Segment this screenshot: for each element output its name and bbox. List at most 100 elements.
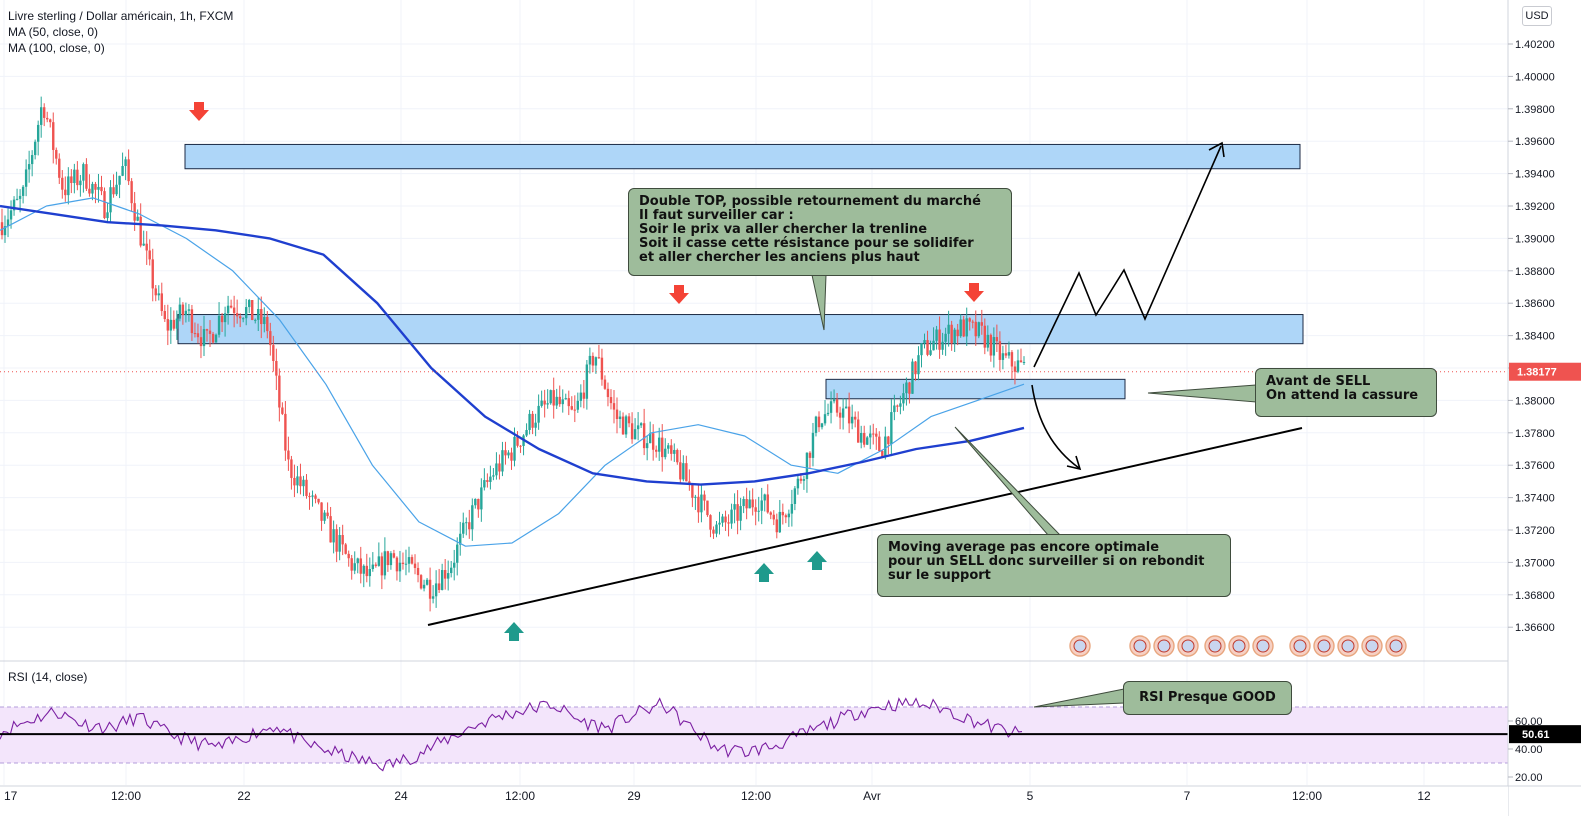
candle-down [754, 507, 757, 512]
price-tick-label: 1.39000 [1515, 233, 1555, 245]
candle-up [459, 533, 462, 545]
candle-down [552, 390, 555, 406]
note-double-top[interactable]: Double TOP, possible retournement du mar… [628, 188, 1012, 276]
price-tick-label: 1.40000 [1515, 71, 1555, 83]
candle-down [627, 416, 631, 424]
candle-up [338, 535, 341, 552]
flag-icon [1317, 639, 1331, 653]
candle-down [58, 158, 61, 178]
candle-down [606, 388, 610, 398]
note-sell[interactable]: Avant de SELL On attend la cassure [1255, 368, 1437, 417]
candle-down [531, 413, 534, 428]
candle-down [172, 319, 176, 329]
candle-up [694, 496, 697, 498]
candle-up [30, 155, 34, 165]
candle-up [311, 495, 314, 497]
candle-up [585, 364, 589, 399]
candle-up [6, 219, 10, 227]
candle-up [356, 558, 359, 564]
candle-up [254, 319, 257, 321]
time-tick-label: 5 [1027, 789, 1034, 803]
candle-up [3, 226, 7, 236]
candle-up [362, 565, 365, 574]
candle-up [667, 445, 670, 449]
rsi-tick-label: 20.00 [1515, 772, 1543, 784]
candle-down [600, 357, 604, 380]
ma100-legend[interactable]: MA (100, close, 0) [8, 41, 105, 55]
candle-up [471, 505, 474, 530]
candle-up [793, 488, 797, 504]
candle-up [953, 329, 956, 344]
candle-up [525, 429, 528, 436]
projection-arrows[interactable] [1031, 141, 1225, 471]
time-tick-label: 12:00 [1292, 789, 1322, 803]
trendline-group[interactable] [427, 427, 1303, 626]
candle-down [709, 515, 712, 530]
rsi-tick-label: 60.00 [1515, 716, 1543, 728]
candle-down [290, 459, 293, 478]
candle-up [492, 475, 495, 477]
candle-up [682, 463, 685, 480]
candle-up [860, 432, 863, 443]
price-axis[interactable]: 1.40200 1.40000 1.39800 1.39600 1.39400 1.392… [1507, 0, 1581, 816]
flag-icon [1208, 639, 1222, 653]
candle-down [88, 188, 91, 194]
resistance-zones[interactable] [177, 143, 1304, 400]
candle-up [79, 180, 82, 186]
candle-up [217, 315, 221, 335]
candle-down [299, 476, 302, 487]
candle-down [344, 544, 347, 554]
candle-down [350, 558, 353, 571]
candle-down [679, 462, 682, 480]
rsi-value-badge [1509, 725, 1581, 744]
candle-up [648, 433, 652, 444]
candle-down [887, 436, 890, 445]
teal-arrow-up-icon [504, 622, 524, 641]
candle-up [624, 416, 628, 435]
price-tick-label: 1.36800 [1515, 590, 1555, 602]
time-axis[interactable]: 17 12:00 22 24 12:00 29 12:00 Avr 5 7 12:00 12 [0, 785, 1581, 816]
support-trendline [427, 427, 1303, 626]
candle-up [748, 499, 751, 509]
candle-up [715, 524, 718, 534]
candle-down [630, 423, 634, 440]
candle-down [94, 183, 97, 190]
candle-up [257, 309, 260, 320]
resistance-zone [825, 378, 1126, 400]
candle-up [377, 556, 381, 566]
candle-up [673, 449, 676, 454]
ma50-legend[interactable]: MA (50, close, 0) [8, 25, 99, 39]
candle-down [745, 498, 748, 509]
candle-up [884, 436, 887, 457]
currency-button[interactable]: USD [1522, 6, 1552, 26]
candle-up [941, 341, 944, 350]
candle-down [727, 522, 730, 524]
candle-up [118, 175, 121, 185]
candle-up [241, 318, 245, 320]
last-price-badge [1509, 362, 1581, 381]
candle-up [618, 416, 622, 420]
flag-icon [1073, 639, 1087, 653]
candle-up [33, 141, 37, 156]
candle-up [1016, 360, 1020, 372]
candle-down [392, 553, 396, 558]
candle-down [112, 187, 115, 195]
candle-up [546, 403, 549, 405]
event-icons[interactable] [1069, 635, 1407, 657]
note-rsi[interactable]: RSI Presque GOOD [1123, 681, 1292, 715]
arrowhead-icon [1208, 141, 1225, 158]
rsi-legend[interactable]: RSI (14, close) [8, 670, 88, 684]
candle-down [419, 575, 423, 589]
note-moving-average[interactable]: Moving average pas encore optimale pour … [877, 534, 1231, 597]
candle-down [374, 564, 378, 566]
symbol-title[interactable]: Livre sterling / Dollar américain, 1h, F… [8, 9, 234, 23]
candle-up [739, 506, 742, 521]
candle-down [281, 407, 284, 414]
chart-legend[interactable]: Livre sterling / Dollar américain, 1h, F… [8, 8, 233, 56]
candle-up [1022, 361, 1026, 363]
candle-up [263, 316, 266, 325]
candle-up [106, 212, 109, 219]
candle-up [495, 463, 498, 476]
candle-down [983, 325, 987, 348]
